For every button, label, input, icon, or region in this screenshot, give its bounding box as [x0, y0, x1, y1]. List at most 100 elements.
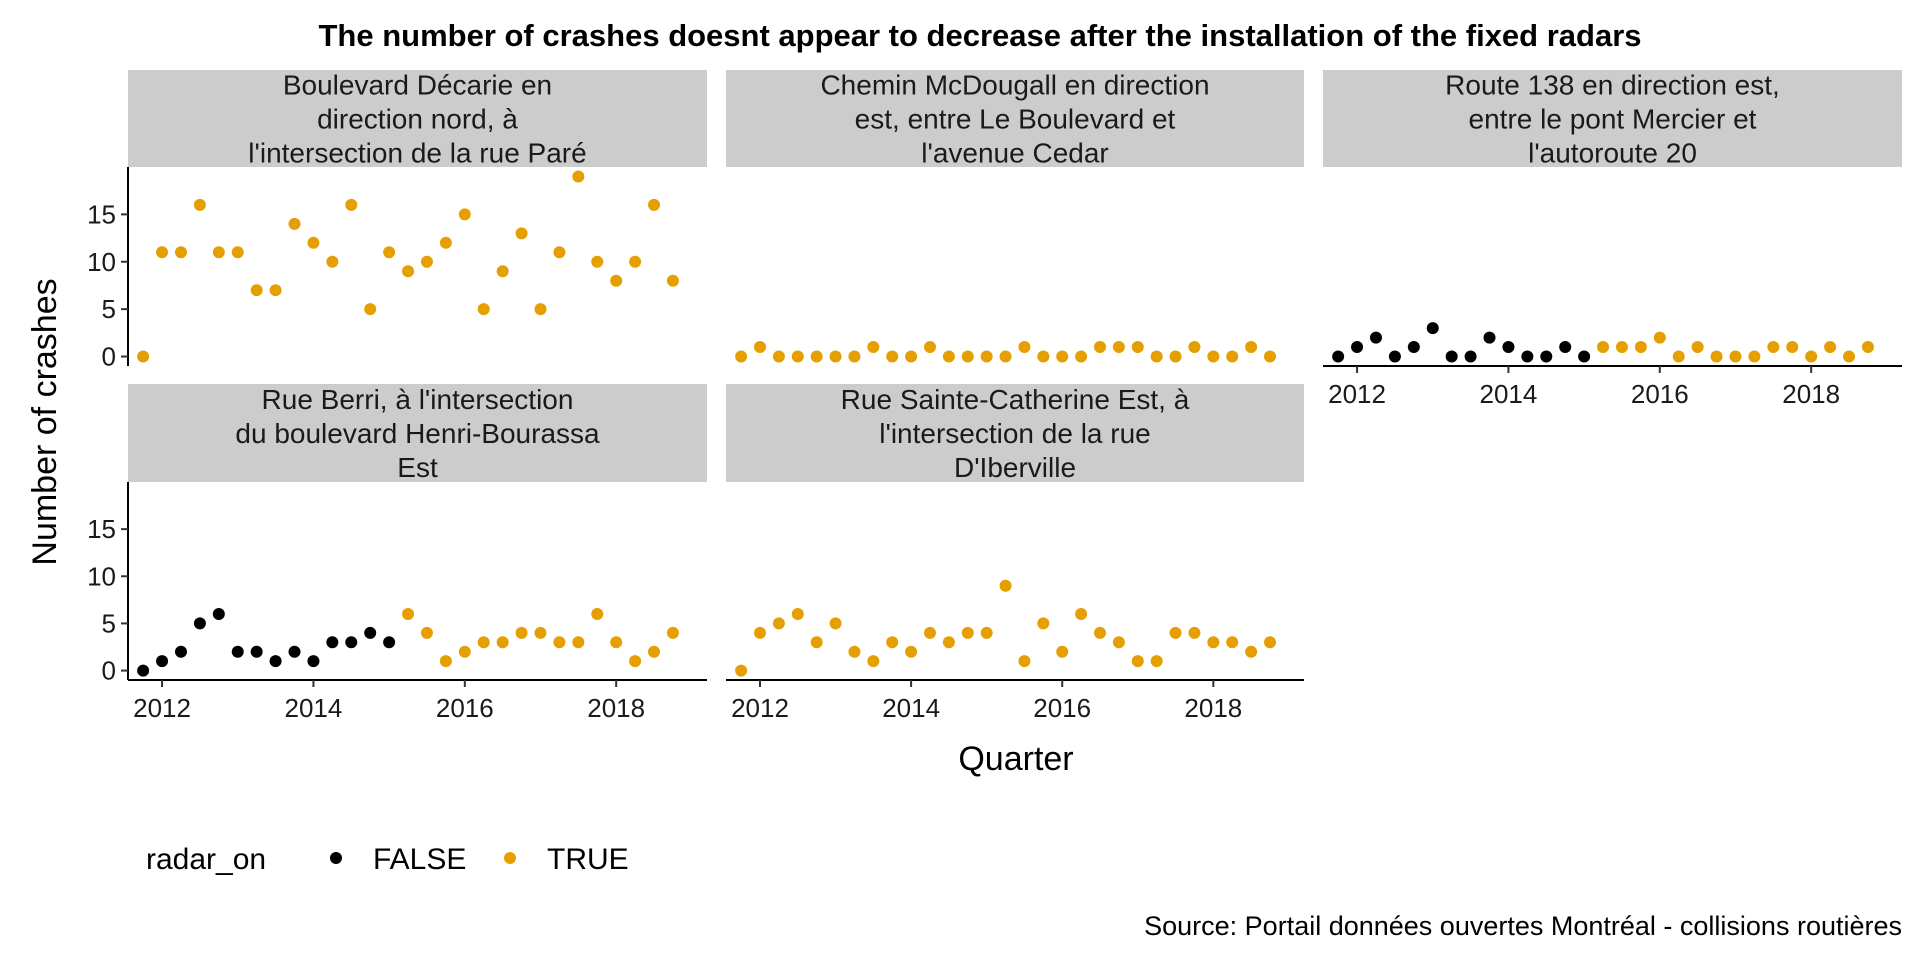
source-caption: Source: Portail données ouvertes Montréa… — [1144, 911, 1902, 941]
data-point — [383, 246, 396, 259]
data-point — [791, 608, 804, 620]
facet-strip-label: l'intersection de la rue — [879, 418, 1151, 449]
legend-title: radar_on — [146, 843, 266, 876]
y-tick-label: 10 — [87, 247, 116, 277]
data-point — [553, 636, 566, 649]
x-tick-label: 2012 — [1328, 379, 1386, 409]
data-point — [829, 350, 842, 363]
facet-strip — [128, 70, 707, 167]
y-tick-label: 15 — [87, 199, 116, 229]
data-point — [572, 636, 585, 649]
facet-strip-label: direction nord, à — [317, 104, 518, 135]
legend-label-false: FALSE — [373, 843, 466, 876]
facet-strip-label: Route 138 en direction est, — [1445, 70, 1780, 101]
data-point — [1094, 341, 1106, 354]
data-point — [942, 350, 955, 363]
data-point — [1037, 617, 1050, 630]
data-point — [1559, 341, 1572, 354]
data-point — [905, 350, 918, 363]
data-point — [1264, 636, 1276, 649]
legend: radar_on FALSE TRUE — [146, 843, 629, 876]
data-point — [848, 645, 861, 658]
x-tick-label: 2016 — [1631, 379, 1689, 409]
facet-strip-label: est, entre Le Boulevard et — [855, 104, 1176, 135]
data-point — [137, 350, 150, 363]
data-point — [1824, 341, 1837, 354]
facet-strip-label: Est — [397, 452, 438, 483]
facet-strip-label: l'autoroute 20 — [1528, 138, 1697, 169]
data-point — [1786, 341, 1799, 354]
data-point — [1483, 331, 1496, 344]
data-point — [1207, 350, 1220, 363]
data-point — [345, 198, 358, 211]
x-tick-label: 2016 — [436, 693, 494, 723]
data-point — [1245, 645, 1258, 658]
facet-strip-label: entre le pont Mercier et — [1469, 104, 1757, 135]
data-point — [867, 655, 880, 668]
data-point — [1369, 331, 1382, 344]
y-tick-label: 15 — [87, 514, 116, 544]
data-point — [980, 626, 993, 639]
data-point — [534, 303, 547, 316]
data-point — [591, 608, 604, 620]
facet-panel-3: Route 138 en direction est,entre le pont… — [1323, 70, 1902, 409]
data-point — [515, 626, 528, 639]
data-point — [1861, 341, 1874, 354]
data-point — [1112, 636, 1125, 649]
y-tick-label: 5 — [102, 294, 116, 324]
data-point — [848, 350, 861, 363]
facet-strip-label: Boulevard Décarie en — [283, 70, 552, 101]
data-point — [829, 617, 842, 630]
data-point — [1131, 655, 1144, 668]
facet-strip — [1323, 70, 1902, 167]
facet-strip — [726, 384, 1304, 482]
data-point — [772, 617, 785, 630]
data-point — [326, 255, 339, 268]
data-point — [924, 626, 936, 639]
data-point — [326, 636, 339, 649]
x-tick-label: 2018 — [1184, 693, 1242, 723]
data-point — [212, 608, 225, 620]
data-point — [193, 617, 206, 630]
legend-label-true: TRUE — [547, 843, 629, 876]
data-point — [1056, 350, 1069, 363]
data-point — [629, 655, 642, 668]
data-point — [735, 350, 748, 363]
data-point — [1597, 341, 1610, 354]
data-point — [1150, 350, 1163, 363]
data-point — [591, 255, 604, 268]
data-point — [886, 350, 899, 363]
data-point — [1502, 341, 1515, 354]
data-point — [1691, 341, 1704, 354]
facet-strip — [726, 70, 1304, 167]
x-tick-label: 2012 — [133, 693, 191, 723]
data-point — [1615, 341, 1628, 354]
data-point — [1094, 626, 1106, 639]
facet-strip-label: Chemin McDougall en direction — [820, 70, 1209, 101]
data-point — [156, 246, 169, 259]
data-point — [1426, 322, 1439, 335]
data-point — [791, 350, 804, 363]
data-point — [1578, 350, 1591, 363]
data-point — [137, 664, 150, 677]
data-point — [534, 626, 547, 639]
data-point — [942, 636, 955, 649]
data-point — [648, 198, 661, 211]
data-point — [1521, 350, 1534, 363]
data-point — [1150, 655, 1163, 668]
data-point — [496, 265, 509, 278]
data-point — [439, 655, 452, 668]
data-point — [439, 236, 452, 249]
data-point — [402, 608, 415, 620]
data-point — [174, 246, 187, 259]
data-point — [1018, 655, 1031, 668]
data-point — [156, 655, 169, 668]
data-point — [1226, 636, 1239, 649]
data-point — [810, 350, 823, 363]
data-point — [1672, 350, 1685, 363]
data-point — [553, 246, 566, 259]
data-point — [999, 579, 1012, 592]
